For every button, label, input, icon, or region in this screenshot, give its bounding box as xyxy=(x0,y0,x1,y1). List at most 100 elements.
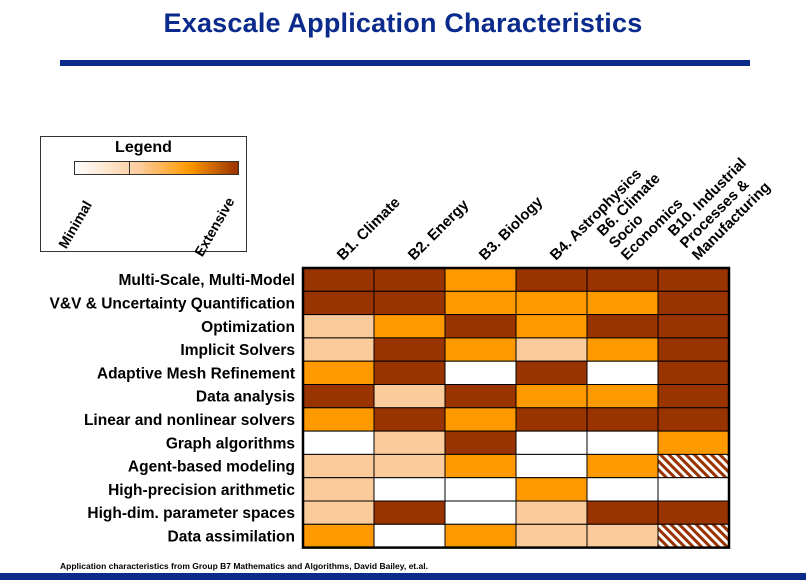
heatmap-cell xyxy=(302,290,375,316)
heatmap-cell xyxy=(444,337,517,362)
heatmap-cell xyxy=(302,453,375,479)
heatmap-cell xyxy=(515,407,588,432)
heatmap-cell xyxy=(302,360,375,386)
heatmap-cell xyxy=(586,500,659,525)
heatmap-cell xyxy=(515,523,588,549)
heatmap-cell xyxy=(657,314,730,339)
heatmap-cell xyxy=(373,360,446,386)
bottom-bar xyxy=(0,573,806,580)
heatmap-cell xyxy=(444,267,517,292)
column-labels: B1. Climate B2. Energy B3. Biology B4. Astr… xyxy=(334,155,774,264)
row-label: High-precision arithmetic xyxy=(108,482,295,499)
heatmap-cell xyxy=(373,477,446,502)
column-label-line: B3. Biology xyxy=(476,193,547,264)
heatmap-cell xyxy=(444,430,517,455)
column-label: B2. Energy xyxy=(405,196,473,264)
row-label: Multi-Scale, Multi-Model xyxy=(118,272,295,289)
heatmap-cell xyxy=(302,500,375,525)
heatmap-cell xyxy=(657,290,730,316)
row-label: Linear and nonlinear solvers xyxy=(84,412,295,429)
legend-tick xyxy=(129,162,130,174)
footer-note: Application characteristics from Group B… xyxy=(60,561,428,571)
heatmap-cell xyxy=(586,477,659,502)
heatmap-cell xyxy=(444,477,517,502)
heatmap-cell xyxy=(373,290,446,316)
row-label: Implicit Solvers xyxy=(180,342,295,359)
heatmap-cell xyxy=(302,430,375,455)
heatmap-cell xyxy=(515,500,588,525)
heatmap-cells xyxy=(302,267,730,549)
heatmap-cell xyxy=(586,290,659,316)
heatmap-cell xyxy=(586,267,659,292)
heatmap-cell xyxy=(444,384,517,409)
heatmap-cell xyxy=(373,430,446,455)
heatmap-cell xyxy=(302,407,375,432)
heatmap-cell xyxy=(586,407,659,432)
heatmap-cell xyxy=(444,500,517,525)
heatmap-cell xyxy=(657,453,730,479)
heatmap-cell xyxy=(657,267,730,292)
heatmap-cell xyxy=(657,430,730,455)
heatmap-cell xyxy=(444,360,517,386)
heatmap-cell xyxy=(444,453,517,479)
heatmap-cell xyxy=(373,407,446,432)
heatmap-cell xyxy=(515,430,588,455)
legend-gradient-bar xyxy=(74,161,239,175)
title-rule xyxy=(60,60,750,66)
row-label: Graph algorithms xyxy=(166,435,295,452)
column-label: B1. Climate xyxy=(334,194,404,264)
heatmap-cell xyxy=(657,360,730,386)
heatmap-cell xyxy=(444,523,517,549)
heatmap-cell xyxy=(444,314,517,339)
heatmap-cell xyxy=(657,384,730,409)
legend-box: Legend Minimal Extensive xyxy=(40,136,247,259)
heatmap-cell xyxy=(444,407,517,432)
heatmap-cell xyxy=(657,407,730,432)
heatmap-cell xyxy=(586,360,659,386)
heatmap-cell xyxy=(373,500,446,525)
column-label-line: B1. Climate xyxy=(334,194,404,264)
column-label: B3. Biology xyxy=(476,193,547,264)
heatmap-cell xyxy=(373,453,446,479)
heatmap-cell xyxy=(515,453,588,479)
heatmap-cell xyxy=(373,267,446,292)
heatmap-cell xyxy=(586,453,659,479)
heatmap-cell xyxy=(373,523,446,549)
heatmap-cell xyxy=(444,290,517,316)
heatmap-cell xyxy=(302,337,375,362)
slide-title: Exascale Application Characteristics xyxy=(163,8,643,38)
heatmap-cell xyxy=(657,523,730,549)
heatmap-cell xyxy=(302,523,375,549)
heatmap-cell xyxy=(586,430,659,455)
grid-border xyxy=(301,266,731,549)
heatmap-cell xyxy=(586,314,659,339)
heatmap-cell xyxy=(657,337,730,362)
row-labels: Multi-Scale, Multi-Model V&V & Uncertaint… xyxy=(50,272,296,545)
row-label: Data assimilation xyxy=(168,528,296,545)
heatmap-cell xyxy=(657,500,730,525)
heatmap-cell xyxy=(657,477,730,502)
heatmap-cell xyxy=(586,523,659,549)
row-label: V&V & Uncertainty Quantification xyxy=(50,295,295,312)
heatmap-cell xyxy=(302,267,375,292)
heatmap-cell xyxy=(515,290,588,316)
heatmap-cell xyxy=(302,384,375,409)
heatmap-cell xyxy=(302,477,375,502)
heatmap-cell xyxy=(586,337,659,362)
heatmap-cell xyxy=(515,267,588,292)
heatmap-cell xyxy=(515,360,588,386)
heatmap-cell xyxy=(515,337,588,362)
heatmap-cell xyxy=(515,477,588,502)
row-label: Adaptive Mesh Refinement xyxy=(97,365,295,382)
column-label-line: B2. Energy xyxy=(405,196,473,264)
row-label: Agent-based modeling xyxy=(128,459,295,476)
row-label: Data analysis xyxy=(196,389,295,406)
heatmap-cell xyxy=(515,314,588,339)
heatmap-cell xyxy=(586,384,659,409)
row-label: High-dim. parameter spaces xyxy=(87,505,295,522)
heatmap-cell xyxy=(373,314,446,339)
heatmap-cell xyxy=(302,314,375,339)
heatmap-cell xyxy=(373,337,446,362)
